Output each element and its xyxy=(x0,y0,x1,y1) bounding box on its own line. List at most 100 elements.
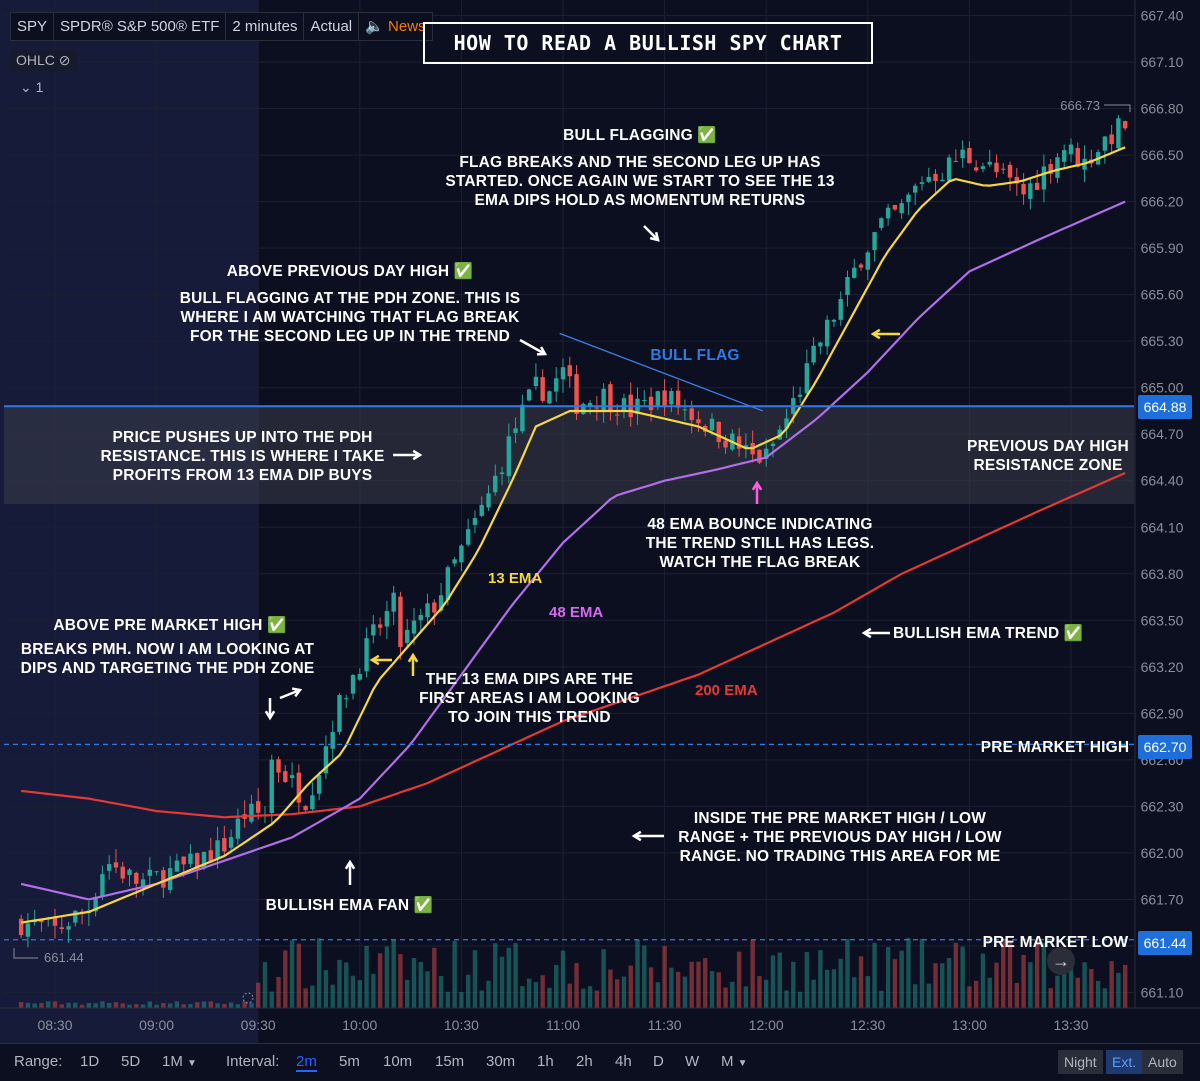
volume-bar xyxy=(513,943,518,1008)
interval-m[interactable]: M ▼ xyxy=(721,1053,748,1070)
range-1d[interactable]: 1D xyxy=(80,1053,100,1070)
volume-bar xyxy=(750,939,755,1008)
candle-body xyxy=(283,771,288,782)
volume-bar xyxy=(682,976,688,1008)
candle-body xyxy=(858,264,864,268)
interval-label[interactable]: 2 minutes xyxy=(226,13,305,40)
volume-bar xyxy=(208,1001,213,1008)
night-toggle[interactable]: Night xyxy=(1058,1050,1103,1074)
interval-15m[interactable]: 15m xyxy=(435,1053,465,1070)
interval-d[interactable]: D xyxy=(653,1053,664,1070)
volume-bar xyxy=(465,974,471,1008)
interval-label-bottom: Interval: xyxy=(226,1053,280,1070)
candle-body xyxy=(106,864,112,871)
scroll-to-realtime-button[interactable]: → xyxy=(1047,947,1075,975)
arrow-right-icon[interactable]: → xyxy=(1052,951,1070,971)
volume-bar xyxy=(303,988,308,1008)
bullish-ema-trend: BULLISH EMA TREND ✅ xyxy=(893,625,1084,642)
time-tick-label: 11:00 xyxy=(546,1017,580,1033)
bull-flag-trendline xyxy=(559,332,764,412)
volume-bar xyxy=(371,973,376,1008)
candle-body xyxy=(93,896,98,912)
interval-2m[interactable]: 2m xyxy=(296,1053,317,1072)
price-tick-label: 665.30 xyxy=(1141,333,1184,349)
volume-bar xyxy=(405,979,410,1008)
news-button[interactable]: 🔈 News xyxy=(365,18,426,35)
interval-4h[interactable]: 4h xyxy=(615,1053,632,1070)
interval-w[interactable]: W xyxy=(685,1053,700,1070)
volume-bar xyxy=(262,962,268,1008)
price-tick-label: 664.10 xyxy=(1141,519,1184,535)
bull-flagging-title: BULL FLAGGING ✅ xyxy=(563,127,717,144)
ohlc-toggle[interactable]: OHLC ⊘ xyxy=(10,50,77,71)
candle-body xyxy=(581,404,586,415)
candle-body xyxy=(432,602,437,613)
ext-toggle[interactable]: Ext. xyxy=(1106,1050,1143,1074)
candle-body xyxy=(642,400,647,402)
symbol-header[interactable]: SPY SPDR® S&P 500® ETF 2 minutes Actual … xyxy=(10,12,433,41)
range-1m[interactable]: 1M ▼ xyxy=(162,1053,197,1070)
annotation-arrow xyxy=(344,859,356,885)
range-5d[interactable]: 5D xyxy=(121,1053,141,1070)
interval-2h[interactable]: 2h xyxy=(576,1053,593,1070)
chevron-down-icon[interactable]: ⌄ xyxy=(20,79,32,95)
volume-bar xyxy=(642,945,647,1008)
candle-body xyxy=(757,449,762,463)
volume-bar xyxy=(696,961,701,1008)
volume-bar xyxy=(39,1003,44,1008)
mode-label[interactable]: Actual xyxy=(304,13,360,40)
candle-body xyxy=(540,377,545,401)
candle-body xyxy=(134,872,139,884)
candle-body xyxy=(235,818,241,839)
volume-bar xyxy=(1041,942,1047,1008)
candle-body xyxy=(933,173,938,182)
volume-bar xyxy=(1048,988,1053,1008)
volume-bar xyxy=(1062,948,1067,1008)
candle-body xyxy=(648,396,654,411)
candle-body xyxy=(472,518,478,525)
symbol[interactable]: SPY xyxy=(11,13,55,40)
candle-body xyxy=(364,638,369,672)
eye-off-icon[interactable]: ⊘ xyxy=(58,52,71,68)
candle-body xyxy=(411,620,417,634)
candle-body xyxy=(987,161,992,165)
pane-collapse[interactable]: ⌄ 1 xyxy=(20,79,43,96)
candle-body xyxy=(879,218,884,228)
premarket-shade xyxy=(0,0,259,1043)
volume-bar xyxy=(1028,962,1033,1008)
candle-body xyxy=(316,775,322,794)
ema48-line xyxy=(20,200,1126,901)
volume-bar xyxy=(479,990,484,1008)
candle-body xyxy=(899,203,904,214)
candle-body xyxy=(838,299,843,320)
auto-toggle[interactable]: Auto xyxy=(1142,1050,1183,1074)
candle-body xyxy=(391,592,396,612)
volume-bar xyxy=(310,985,315,1008)
volume-bar xyxy=(885,947,891,1008)
volume-bar xyxy=(540,975,545,1008)
price-tick-label: 665.60 xyxy=(1141,287,1184,303)
candle-body xyxy=(32,921,37,923)
interval-10m[interactable]: 10m xyxy=(383,1053,413,1070)
volume-bar xyxy=(703,958,708,1008)
volume-bar xyxy=(953,942,959,1008)
time-axis[interactable]: 08:30 09:00 09:30 10:00 10:30 11:00 11:30 12:00… xyxy=(0,1007,1200,1033)
ema13-label: 13 EMA xyxy=(488,570,543,587)
volume-bar xyxy=(1109,961,1114,1008)
volume-bar xyxy=(919,938,925,1008)
volume-bar xyxy=(554,964,559,1008)
price-tick-label: 661.10 xyxy=(1141,984,1184,1000)
price-tick-label: 665.90 xyxy=(1141,240,1184,256)
volume-bar xyxy=(994,962,999,1008)
candle-body xyxy=(797,394,803,397)
high-marker-line xyxy=(1104,104,1131,112)
volume-bar xyxy=(926,983,931,1008)
volume-bar xyxy=(879,990,884,1008)
volume-bar xyxy=(1034,940,1040,1008)
volume-bar xyxy=(106,1002,112,1008)
interval-1h[interactable]: 1h xyxy=(537,1053,554,1070)
interval-30m[interactable]: 30m xyxy=(486,1053,516,1070)
candle-body xyxy=(228,837,234,848)
interval-5m[interactable]: 5m xyxy=(339,1053,360,1070)
